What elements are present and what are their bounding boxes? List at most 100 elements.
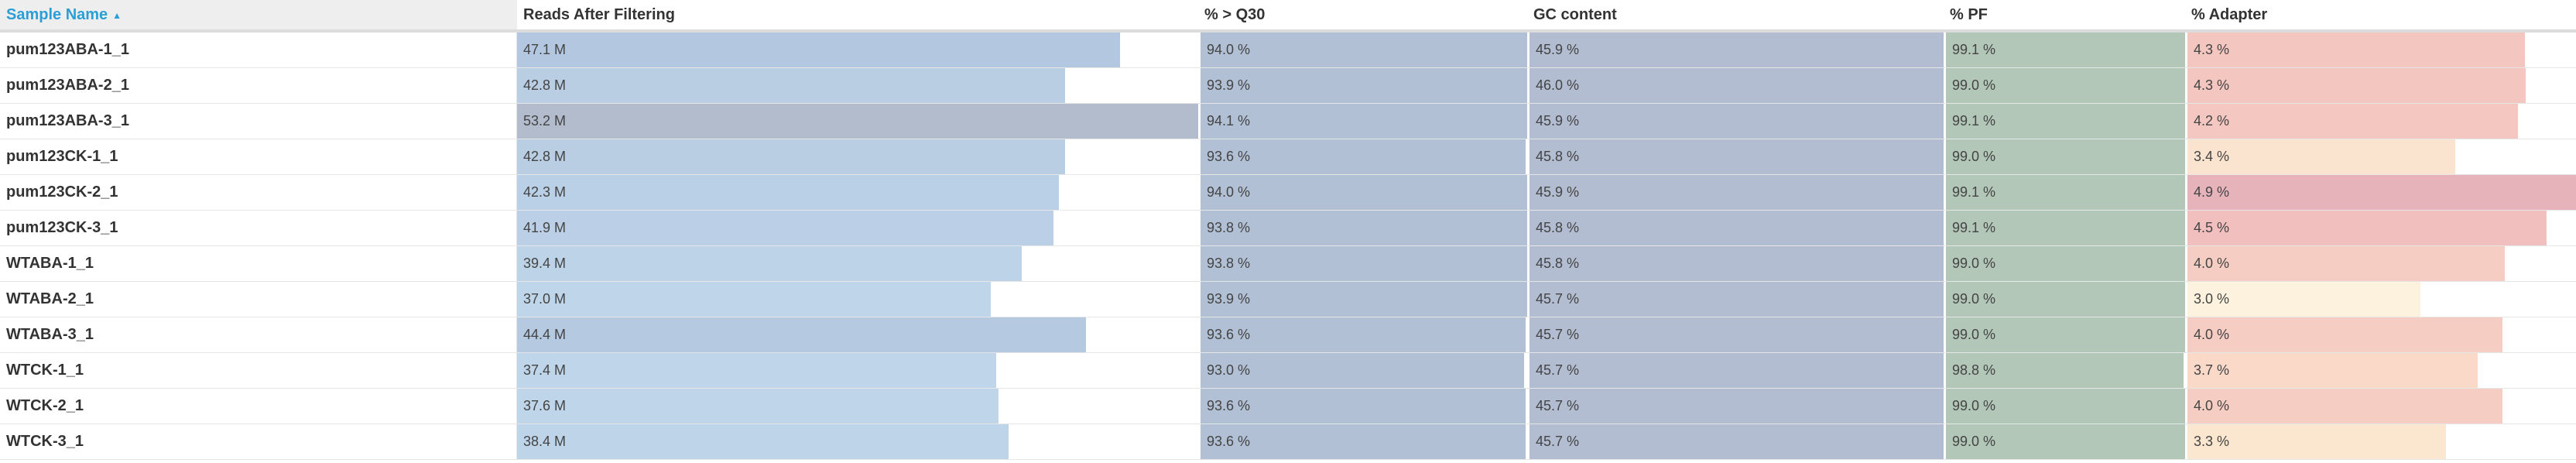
reads-value: 53.2 M bbox=[523, 113, 567, 129]
adapter-value: 4.3 % bbox=[2194, 42, 2230, 57]
q30-bar bbox=[1201, 282, 1527, 317]
adapter-value: 4.0 % bbox=[2194, 327, 2230, 342]
sort-ascending-icon[interactable]: ▲ bbox=[112, 9, 122, 21]
sample-name-header[interactable]: Sample Name ▲ bbox=[0, 0, 517, 29]
gc-value: 45.7 % bbox=[1536, 327, 1580, 342]
gc-value: 45.7 % bbox=[1536, 398, 1580, 413]
reads-cell: 44.4 M bbox=[517, 317, 1198, 352]
reads-bar bbox=[517, 389, 999, 424]
table-row[interactable]: pum123CK-2_1 42.3 M 94.0 % 45.9 % 99.1 % 4.9 … bbox=[0, 175, 2576, 211]
sample-name-cell: WTCK-3_1 bbox=[0, 424, 517, 459]
q30-cell: 93.9 % bbox=[1198, 282, 1527, 317]
q30-bar bbox=[1201, 175, 1527, 210]
q30-value: 93.8 % bbox=[1207, 220, 1251, 235]
pf-value: 98.8 % bbox=[1952, 362, 1996, 378]
q30-value: 93.9 % bbox=[1207, 77, 1251, 93]
adapter-value: 4.9 % bbox=[2194, 184, 2230, 200]
sample-name-cell: WTCK-1_1 bbox=[0, 353, 517, 388]
gc-header[interactable]: GC content bbox=[1533, 6, 1617, 23]
q30-header[interactable]: % > Q30 bbox=[1204, 6, 1266, 23]
reads-cell: 47.1 M bbox=[517, 33, 1198, 67]
gc-cell: 45.8 % bbox=[1527, 139, 1944, 174]
adapter-cell: 3.4 % bbox=[2185, 139, 2576, 174]
sample-name-cell: WTABA-3_1 bbox=[0, 317, 517, 352]
table-row[interactable]: pum123CK-3_1 41.9 M 93.8 % 45.8 % 99.1 % 4.5 … bbox=[0, 211, 2576, 246]
reads-bar bbox=[517, 317, 1086, 352]
reads-value: 41.9 M bbox=[523, 220, 567, 235]
pf-bar bbox=[1946, 139, 2185, 174]
adapter-cell: 4.2 % bbox=[2185, 104, 2576, 139]
gc-cell: 45.7 % bbox=[1527, 424, 1944, 459]
reads-value: 44.4 M bbox=[523, 327, 567, 342]
adapter-bar bbox=[2187, 353, 2478, 388]
adapter-value: 4.5 % bbox=[2194, 220, 2230, 235]
adapter-value: 3.4 % bbox=[2194, 149, 2230, 164]
table-row[interactable]: pum123CK-1_1 42.8 M 93.6 % 45.8 % 99.0 % 3.4 … bbox=[0, 139, 2576, 175]
gc-bar bbox=[1530, 211, 1944, 245]
gc-cell: 45.7 % bbox=[1527, 317, 1944, 352]
table-row[interactable]: WTCK-1_1 37.4 M 93.0 % 45.7 % 98.8 % 3.7 % bbox=[0, 353, 2576, 389]
gc-bar bbox=[1530, 389, 1944, 424]
pf-bar bbox=[1946, 68, 2185, 103]
adapter-bar bbox=[2187, 104, 2518, 139]
adapter-cell: 4.3 % bbox=[2185, 33, 2576, 67]
reads-cell: 42.8 M bbox=[517, 139, 1198, 174]
pf-value: 99.1 % bbox=[1952, 220, 1996, 235]
q30-bar bbox=[1201, 104, 1527, 139]
q30-value: 93.6 % bbox=[1207, 434, 1251, 449]
q30-bar bbox=[1201, 139, 1526, 174]
table-row[interactable]: WTCK-3_1 38.4 M 93.6 % 45.7 % 99.0 % 3.3 % bbox=[0, 424, 2576, 460]
reads-cell: 37.4 M bbox=[517, 353, 1198, 388]
pf-bar bbox=[1946, 389, 2185, 424]
pf-cell: 99.1 % bbox=[1944, 175, 2185, 210]
reads-value: 37.6 M bbox=[523, 398, 567, 413]
reads-header[interactable]: Reads After Filtering bbox=[523, 6, 675, 23]
adapter-cell: 4.0 % bbox=[2185, 317, 2576, 352]
pf-cell: 99.1 % bbox=[1944, 104, 2185, 139]
q30-cell: 94.0 % bbox=[1198, 175, 1527, 210]
adapter-value: 4.0 % bbox=[2194, 398, 2230, 413]
adapter-value: 4.3 % bbox=[2194, 77, 2230, 93]
q30-cell: 93.6 % bbox=[1198, 424, 1527, 459]
table-row[interactable]: WTCK-2_1 37.6 M 93.6 % 45.7 % 99.0 % 4.0 % bbox=[0, 389, 2576, 424]
pf-cell: 99.0 % bbox=[1944, 317, 2185, 352]
pf-value: 99.0 % bbox=[1952, 256, 1996, 271]
table-row[interactable]: WTABA-1_1 39.4 M 93.8 % 45.8 % 99.0 % 4.0 % bbox=[0, 246, 2576, 282]
q30-cell: 94.1 % bbox=[1198, 104, 1527, 139]
pf-value: 99.0 % bbox=[1952, 149, 1996, 164]
table-row[interactable]: WTABA-2_1 37.0 M 93.9 % 45.7 % 99.0 % 3.0 % bbox=[0, 282, 2576, 317]
gc-value: 45.7 % bbox=[1536, 291, 1580, 307]
table-row[interactable]: pum123ABA-2_1 42.8 M 93.9 % 46.0 % 99.0 % 4.3… bbox=[0, 68, 2576, 104]
table-row[interactable]: WTABA-3_1 44.4 M 93.6 % 45.7 % 99.0 % 4.0 % bbox=[0, 317, 2576, 353]
reads-cell: 39.4 M bbox=[517, 246, 1198, 281]
table-row[interactable]: pum123ABA-3_1 53.2 M 94.1 % 45.9 % 99.1 % 4.2… bbox=[0, 104, 2576, 139]
q30-cell: 94.0 % bbox=[1198, 33, 1527, 67]
reads-cell: 42.3 M bbox=[517, 175, 1198, 210]
pf-value: 99.0 % bbox=[1952, 434, 1996, 449]
pf-header[interactable]: % PF bbox=[1950, 6, 1988, 23]
reads-cell: 53.2 M bbox=[517, 104, 1198, 139]
q30-bar bbox=[1201, 246, 1527, 281]
pf-bar bbox=[1946, 246, 2185, 281]
gc-bar bbox=[1530, 353, 1944, 388]
sample-name-cell: pum123ABA-1_1 bbox=[0, 33, 517, 67]
q30-value: 93.8 % bbox=[1207, 256, 1251, 271]
q30-value: 93.6 % bbox=[1207, 398, 1251, 413]
adapter-bar bbox=[2187, 68, 2526, 103]
adapter-bar bbox=[2187, 424, 2446, 459]
gc-bar bbox=[1530, 139, 1944, 174]
sample-name-cell: pum123ABA-2_1 bbox=[0, 68, 517, 103]
gc-value: 45.7 % bbox=[1536, 362, 1580, 378]
q30-cell: 93.6 % bbox=[1198, 389, 1527, 424]
q30-cell: 93.9 % bbox=[1198, 68, 1527, 103]
pf-value: 99.0 % bbox=[1952, 291, 1996, 307]
gc-cell: 45.7 % bbox=[1527, 389, 1944, 424]
reads-bar bbox=[517, 246, 1023, 281]
reads-cell: 38.4 M bbox=[517, 424, 1198, 459]
pf-bar bbox=[1946, 317, 2185, 352]
gc-cell: 45.9 % bbox=[1527, 104, 1944, 139]
adapter-header[interactable]: % Adapter bbox=[2191, 6, 2268, 23]
adapter-cell: 4.3 % bbox=[2185, 68, 2576, 103]
table-row[interactable]: pum123ABA-1_1 47.1 M 94.0 % 45.9 % 99.1 % 4.3… bbox=[0, 33, 2576, 68]
